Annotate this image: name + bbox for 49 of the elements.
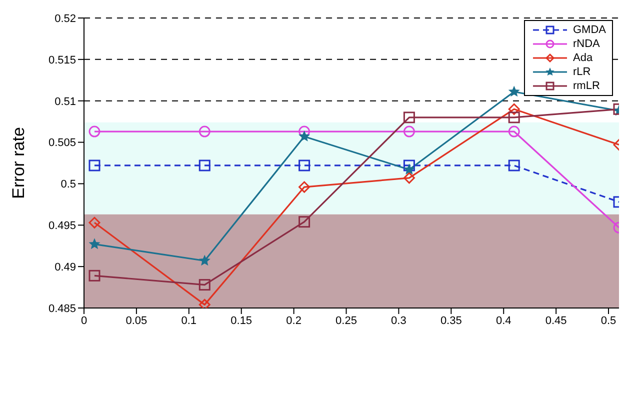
legend-label: GMDA — [573, 24, 606, 36]
point — [299, 131, 310, 141]
point — [88, 160, 100, 172]
point — [88, 270, 100, 282]
point — [508, 103, 520, 115]
point — [404, 164, 414, 174]
x-tick-label: 0.15 — [230, 314, 252, 327]
point — [508, 160, 520, 172]
point — [403, 172, 415, 184]
legend-label: Ada — [573, 52, 593, 64]
point — [88, 126, 100, 138]
x-tick-label: 0 — [80, 314, 88, 327]
x-tick-label: 0.2 — [286, 314, 302, 327]
point — [198, 126, 210, 138]
x-tick-label: 0.1 — [181, 314, 197, 327]
point — [403, 160, 415, 172]
point — [198, 298, 210, 308]
x-tick-label: 0.45 — [545, 314, 567, 327]
point — [88, 216, 100, 228]
y-tick-label: 0.49 — [54, 261, 76, 274]
y-tick-label: 0.52 — [54, 12, 76, 25]
y-axis-title: Error rate — [9, 127, 28, 199]
y-tick-label: 0.5 — [60, 178, 76, 191]
x-tick-label: 0.35 — [440, 314, 462, 327]
y-tick-label: 0.495 — [48, 220, 76, 232]
point — [198, 279, 210, 291]
point — [198, 160, 210, 172]
point — [403, 126, 415, 138]
y-tick-label: 0.51 — [54, 96, 76, 108]
point — [298, 181, 310, 193]
legend-label: rmLR — [573, 80, 600, 92]
x-tick-label: 0.25 — [336, 314, 357, 327]
point — [298, 160, 310, 172]
x-tick-label: 0.3 — [391, 314, 406, 327]
y-tick-label: 0.505 — [48, 137, 76, 150]
point — [508, 126, 520, 138]
legend-label: rLR — [573, 66, 591, 78]
point — [298, 216, 310, 228]
point — [199, 255, 210, 266]
legend-label: rNDA — [573, 38, 600, 50]
y-tick-label: 0.485 — [48, 302, 76, 315]
point — [508, 86, 520, 96]
point — [508, 112, 520, 124]
x-tick-label: 0.5 — [600, 314, 616, 327]
point — [403, 112, 415, 124]
y-tick-label: 0.515 — [48, 54, 76, 66]
point — [89, 238, 100, 249]
x-tick-label: 0.4 — [496, 314, 512, 327]
x-tick-label: 0.05 — [126, 314, 148, 327]
